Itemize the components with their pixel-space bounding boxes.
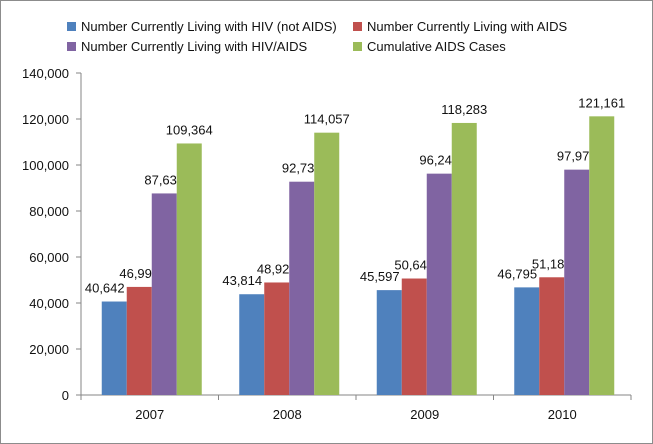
data-label: 45,597 (360, 269, 400, 284)
bar (176, 143, 202, 395)
legend-item-hiv-aids: Number Currently Living with HIV/AIDS (67, 39, 307, 54)
x-tick-label: 2007 (135, 407, 164, 422)
bar (451, 122, 477, 395)
data-label: 118,283 (441, 102, 487, 117)
legend-label-aids: Number Currently Living with AIDS (367, 19, 568, 34)
bar (151, 193, 177, 395)
bar (539, 277, 565, 395)
legend-label-hiv-aids: Number Currently Living with HIV/AIDS (81, 39, 308, 54)
bar (289, 181, 315, 395)
data-label: 50,644 (394, 258, 434, 273)
x-tick-label: 2009 (410, 407, 439, 422)
legend-swatch-hiv-aids (67, 42, 76, 51)
bar (376, 290, 402, 395)
data-label: 40,642 (85, 281, 125, 296)
bar (264, 282, 290, 395)
data-label: 46,996 (119, 266, 159, 281)
legend-swatch-cumulative (353, 42, 362, 51)
y-tick-label: 100,000 (22, 158, 69, 173)
y-tick-label: 140,000 (22, 66, 69, 81)
legend-swatch-aids (353, 22, 362, 31)
legend: Number Currently Living with HIV (not AI… (1, 1, 652, 61)
y-tick-label: 20,000 (29, 342, 69, 357)
data-label: 97,978 (557, 149, 597, 164)
data-label: 46,795 (497, 266, 537, 281)
bar (314, 132, 340, 396)
bar (589, 116, 615, 395)
y-tick-label: 120,000 (22, 112, 69, 127)
bar (514, 287, 540, 395)
y-tick-label: 0 (62, 388, 69, 403)
data-label: 87,638 (144, 172, 184, 187)
bar (426, 173, 452, 395)
data-label: 96,241 (419, 153, 459, 168)
data-label: 51,183 (532, 256, 572, 271)
x-tick-label: 2010 (548, 407, 577, 422)
legend-item-hiv-not-aids: Number Currently Living with HIV (not AI… (67, 19, 337, 34)
data-label: 114,057 (304, 112, 350, 127)
legend-label-hiv-not-aids: Number Currently Living with HIV (not AI… (81, 19, 337, 34)
data-label: 48,924 (257, 261, 297, 276)
data-label: 43,814 (222, 273, 262, 288)
legend-item-cumulative: Cumulative AIDS Cases (353, 39, 506, 54)
legend-item-aids: Number Currently Living with AIDS (353, 19, 567, 34)
bar (239, 294, 265, 395)
y-tick-label: 80,000 (29, 204, 69, 219)
data-label: 121,161 (578, 95, 625, 110)
bar (401, 278, 427, 395)
bar (101, 301, 127, 395)
data-label: 109,364 (166, 122, 213, 137)
data-label: 92,738 (282, 161, 322, 176)
y-tick-label: 40,000 (29, 296, 69, 311)
legend-swatch-hiv-not-aids (67, 22, 76, 31)
y-tick-label: 60,000 (29, 250, 69, 265)
legend-label-cumulative: Cumulative AIDS Cases (367, 39, 506, 54)
bar (126, 286, 152, 395)
x-tick-label: 2008 (273, 407, 302, 422)
bar (564, 169, 590, 395)
